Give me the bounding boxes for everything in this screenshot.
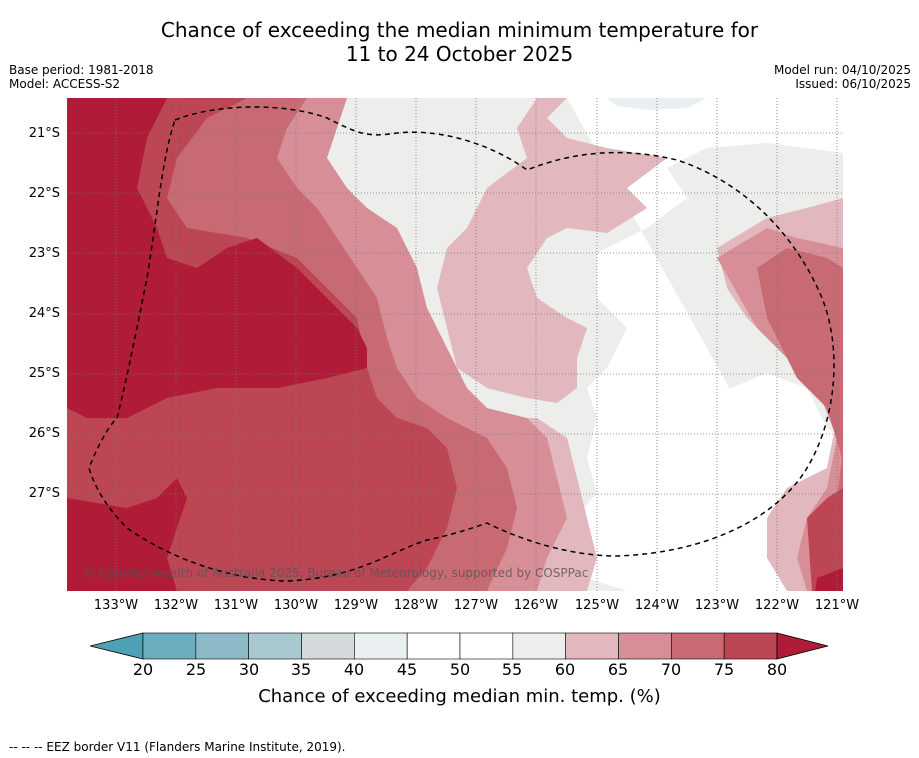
lon-label: 127°W (453, 598, 499, 613)
probability-map (67, 98, 843, 591)
colorbar (90, 632, 829, 660)
colorbar-tick: 70 (660, 660, 682, 679)
meta-right: Model run: 04/10/2025 Issued: 06/10/2025 (774, 63, 911, 91)
map-zone-80-plus (67, 98, 367, 418)
lon-label: 129°W (333, 598, 379, 613)
colorbar-tick: 30 (238, 660, 260, 679)
lat-label: 22°S (28, 186, 60, 201)
lon-label: 123°W (694, 598, 740, 613)
colorbar-cell (565, 632, 619, 660)
lon-label: 124°W (634, 598, 680, 613)
colorbar-cells (142, 632, 778, 660)
lon-label: 121°W (814, 598, 860, 613)
lon-label: 131°W (213, 598, 259, 613)
lat-label: 21°S (28, 126, 60, 141)
colorbar-cell (301, 632, 355, 660)
colorbar-cell (195, 632, 249, 660)
colorbar-tick: 45 (396, 660, 418, 679)
lon-label: 130°W (273, 598, 319, 613)
colorbar-tick: 35 (290, 660, 312, 679)
map-zone-70-75-east (757, 248, 843, 591)
copyright-notice: © Commonwealth of Australia 2025, Bureau… (83, 566, 589, 580)
issued-date: Issued: 06/10/2025 (795, 77, 911, 91)
colorbar-cell (723, 632, 778, 660)
model-run: Model run: 04/10/2025 (773, 63, 911, 77)
model-name: Model: ACCESS-S2 (9, 77, 121, 91)
lat-label: 26°S (28, 426, 60, 441)
colorbar-cell (406, 632, 461, 660)
colorbar-under-arrow (90, 632, 144, 660)
colorbar-tick: 40 (343, 660, 365, 679)
meta-left: Base period: 1981-2018 Model: ACCESS-S2 (9, 63, 154, 91)
colorbar-tick: 80 (766, 660, 788, 679)
lat-label: 27°S (28, 486, 60, 501)
colorbar-label: Chance of exceeding median min. temp. (%… (258, 686, 661, 707)
colorbar-cell (459, 632, 514, 660)
map-zone-80-plus-b (67, 478, 187, 591)
colorbar-tick: 75 (713, 660, 735, 679)
lat-label: 24°S (28, 306, 60, 321)
lat-label: 25°S (28, 366, 60, 381)
colorbar-cell (671, 632, 725, 660)
eez-footnote: -- -- -- EEZ border V11 (Flanders Marine… (9, 740, 346, 754)
map-zone-75-80-east (807, 488, 843, 591)
map-panel (67, 98, 843, 591)
colorbar-tick: 20 (132, 660, 154, 679)
lon-label: 125°W (574, 598, 620, 613)
colorbar-cell (512, 632, 566, 660)
chart-title: Chance of exceeding the median minimum t… (0, 18, 919, 66)
colorbar-cell (354, 632, 408, 660)
lon-label: 126°W (513, 598, 559, 613)
base-period: Base period: 1981-2018 (9, 63, 154, 77)
title-line-2: 11 to 24 October 2025 (345, 42, 574, 66)
lon-label: 132°W (153, 598, 199, 613)
lon-label: 122°W (754, 598, 800, 613)
colorbar-tick: 55 (501, 660, 523, 679)
lon-label: 133°W (93, 598, 139, 613)
eez-border (88, 106, 835, 582)
lat-label: 23°S (28, 246, 60, 261)
title-line-1: Chance of exceeding the median minimum t… (160, 18, 759, 42)
colorbar-cell (248, 632, 302, 660)
lon-gridlines (115, 98, 838, 591)
colorbar-cell (142, 632, 197, 660)
colorbar-cell (618, 632, 672, 660)
colorbar-over-arrow (776, 632, 829, 660)
map-zone-80-plus-c (815, 568, 843, 591)
lat-gridlines (67, 132, 843, 495)
colorbar-tick: 60 (554, 660, 576, 679)
colorbar-tick: 50 (449, 660, 471, 679)
lon-label: 128°W (393, 598, 439, 613)
colorbar-tick: 65 (607, 660, 629, 679)
colorbar-tick: 25 (185, 660, 207, 679)
